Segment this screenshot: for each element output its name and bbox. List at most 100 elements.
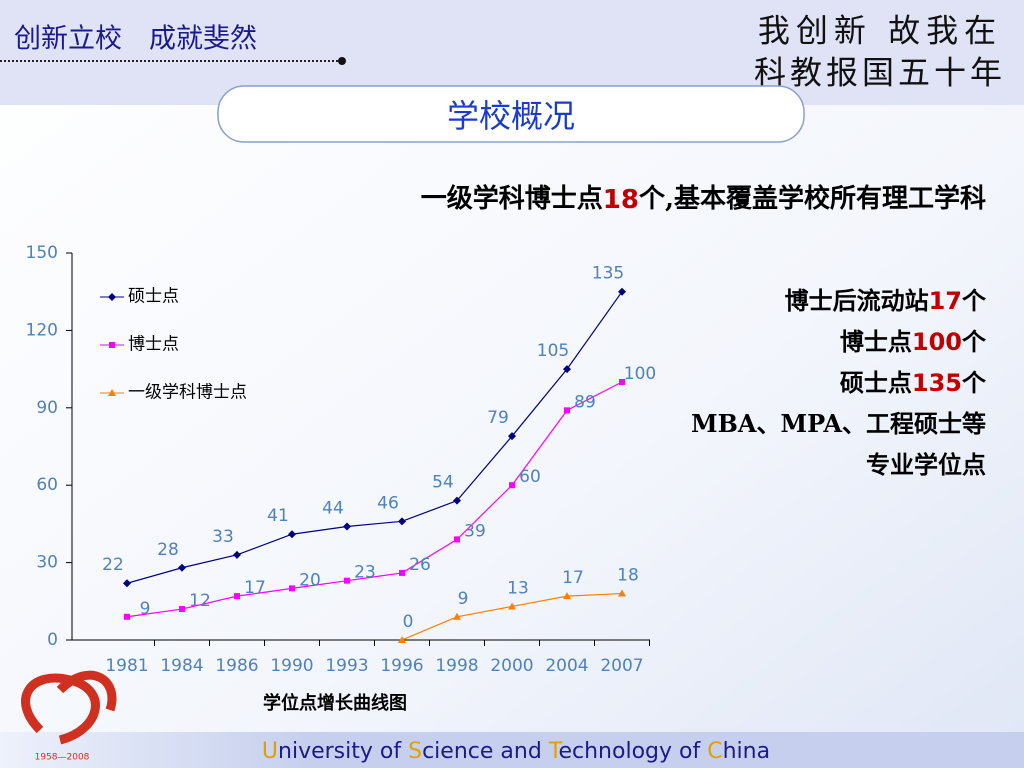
data-label: 46 (377, 493, 399, 513)
footer-word: cience and (422, 739, 549, 764)
logo-years: 1958—2008 (35, 753, 90, 763)
marker (398, 517, 406, 526)
x-tick-label: 1981 (105, 656, 148, 676)
y-tick-label: 150 (26, 243, 58, 263)
marker (399, 569, 405, 576)
x-tick-label: 1986 (215, 656, 258, 676)
data-label: 79 (487, 408, 509, 428)
legend-label: 硕士点 (128, 287, 179, 307)
legend-label: 一级学科博士点 (128, 383, 247, 403)
x-tick-label: 1984 (160, 656, 203, 676)
data-label: 105 (537, 341, 569, 361)
marker (563, 365, 571, 374)
data-label: 54 (432, 473, 454, 493)
summary: 一级学科博士点18个,基本覆盖学校所有理工学科 (421, 183, 986, 215)
motto: 科教报国五十年 (754, 54, 1006, 92)
y-tick-label: 0 (47, 630, 58, 650)
marker (233, 550, 241, 559)
footer-word: niversity of (278, 739, 408, 764)
summary-number: 18 (603, 185, 639, 215)
fact-text: 博士点 (840, 327, 912, 356)
marker (289, 585, 295, 592)
fact-number: 17 (929, 287, 962, 315)
legend-label: 博士点 (128, 335, 179, 355)
marker (179, 606, 185, 613)
footer-text: University of Science and Technology of … (262, 739, 770, 764)
fact-line: 专业学位点 (866, 450, 986, 479)
marker (619, 379, 625, 385)
x-tick-label: 2007 (600, 656, 643, 676)
marker (344, 577, 350, 584)
data-label: 39 (464, 521, 486, 541)
fact-line: MBA、MPA、工程硕士等 (691, 409, 986, 438)
marker (618, 287, 626, 296)
rule-dot (338, 57, 346, 65)
data-label: 23 (354, 563, 376, 583)
facts: 博士后流动站17个博士点100个硕士点135个MBA、MPA、工程硕士等专业学位… (691, 286, 987, 479)
x-tick-label: 1990 (270, 656, 313, 676)
y-tick-label: 120 (26, 320, 58, 340)
data-label: 89 (574, 392, 596, 412)
x-tick-label: 1996 (380, 656, 423, 676)
marker (234, 593, 240, 600)
data-label: 100 (624, 364, 656, 384)
marker (564, 407, 570, 414)
fact-line: 硕士点135个 (840, 368, 987, 398)
fact-text: 专业学位点 (866, 450, 986, 479)
marker (453, 496, 461, 505)
fact-text: 博士后流动站 (785, 286, 929, 315)
marker (453, 612, 461, 620)
marker (109, 342, 115, 348)
data-label: 17 (562, 568, 584, 588)
y-tick-label: 90 (36, 398, 58, 418)
data-label: 41 (267, 506, 289, 526)
x-tick-label: 2000 (490, 656, 533, 676)
data-label: 20 (299, 570, 321, 590)
data-label: 18 (617, 566, 639, 586)
marker (343, 522, 351, 531)
data-label: 28 (157, 540, 179, 560)
data-label: 9 (140, 599, 151, 619)
fact-line: 博士点100个 (840, 327, 987, 357)
marker (509, 482, 515, 489)
footer-initial: S (408, 739, 422, 764)
data-label: 44 (322, 498, 344, 518)
y-tick-label: 60 (36, 475, 58, 495)
fact-text: MBA、MPA、工程硕士等 (691, 409, 986, 438)
logo (21, 670, 117, 745)
fact-line: 博士后流动站17个 (785, 286, 987, 316)
fact-number: 135 (912, 369, 962, 397)
x-tick-label: 1998 (435, 656, 478, 676)
data-label: 60 (519, 467, 541, 487)
fact-number: 100 (912, 328, 962, 356)
title-box (217, 85, 805, 143)
data-label: 12 (189, 591, 211, 611)
footer-band (0, 732, 1024, 768)
slogan: 创新立校 成就斐然 (14, 24, 257, 55)
fact-text: 个 (962, 368, 987, 397)
footer-word: echnology of (558, 739, 707, 764)
fact-text: 个 (962, 327, 987, 356)
marker (454, 536, 460, 543)
fact-text: 硕士点 (840, 368, 912, 397)
summary-text: 个,基本覆盖学校所有理工学科 (639, 183, 986, 214)
series-line (126, 381, 623, 618)
footer-initial: C (707, 739, 722, 764)
marker (108, 293, 116, 301)
data-label: 0 (403, 612, 414, 632)
data-label: 17 (244, 578, 266, 598)
footer-word: hina (723, 739, 770, 764)
marker (508, 602, 516, 610)
x-tick-label: 2004 (545, 656, 588, 676)
marker (288, 530, 296, 539)
data-label: 26 (409, 555, 431, 575)
data-label: 22 (102, 555, 124, 575)
fact-text: 个 (962, 286, 987, 315)
summary-text: 一级学科博士点 (421, 183, 603, 214)
marker (618, 589, 626, 597)
marker (124, 613, 130, 620)
data-label: 13 (507, 578, 529, 598)
marker (398, 636, 406, 643)
data-label: 33 (212, 527, 234, 547)
